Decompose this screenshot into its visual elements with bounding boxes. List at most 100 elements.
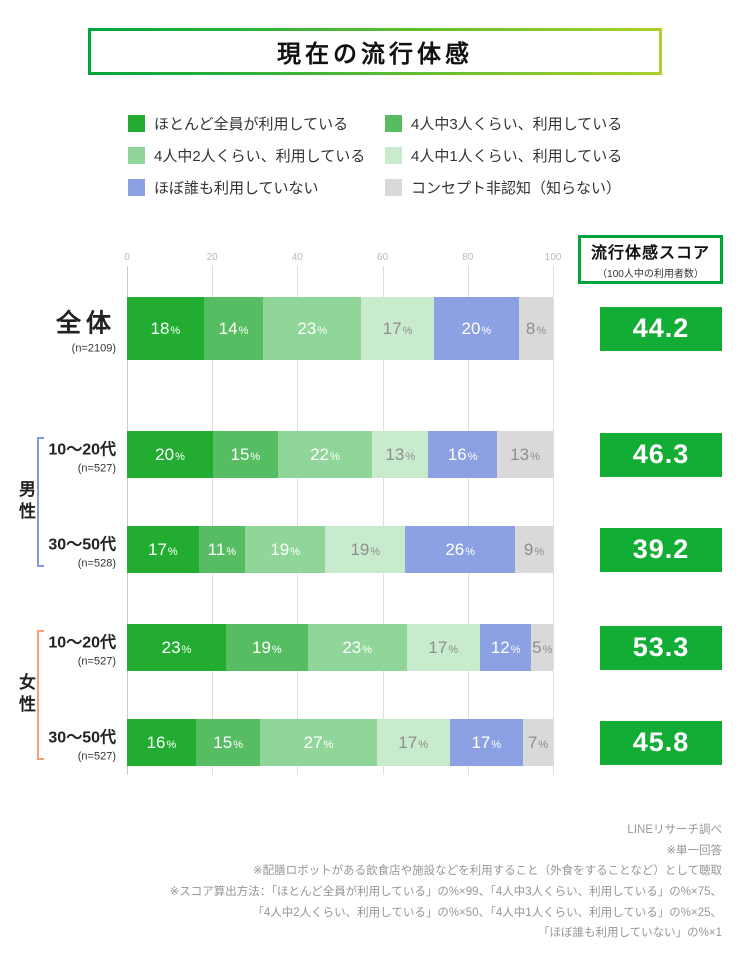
bar-segment: 20% (127, 431, 214, 478)
x-gridline (297, 266, 299, 775)
segment-value-number: 13 (385, 444, 405, 464)
bar-segment: 19% (325, 526, 406, 573)
score-badge: 39.2 (600, 527, 722, 572)
percent-sign: % (536, 324, 547, 337)
segment-value: 16% (448, 445, 478, 465)
segment-value-number: 14 (218, 318, 238, 338)
group-label: 男性 (16, 480, 35, 524)
segment-value: 7% (528, 733, 548, 753)
segment-value-number: 18 (150, 318, 170, 338)
percent-sign: % (491, 738, 502, 751)
segment-value-number: 12 (490, 637, 510, 657)
bar-segment: 13% (497, 431, 553, 478)
row-sample-size: (n=2109) (71, 342, 116, 354)
legend-label: 4人中2人くらい、利用している (154, 147, 366, 165)
percent-sign: % (317, 324, 328, 337)
segment-value-number: 7 (527, 732, 538, 752)
row-sample-size: (n=527) (77, 750, 116, 762)
bar-segment: 14% (203, 297, 264, 360)
segment-value: 17% (428, 638, 458, 658)
score-panel-header: 流行体感スコア （100人中の利用者数） (578, 235, 723, 284)
stacked-bar: 16% 15% 27% 17% 17% 7% (127, 719, 554, 766)
x-tick-label: 100 (544, 252, 562, 263)
score-badge: 45.8 (600, 720, 722, 765)
row-label-text: 全体 (55, 309, 116, 337)
bar-segment: 19% (225, 624, 308, 671)
bar-segment: 15% (213, 431, 278, 478)
bar-segment: 7% (522, 719, 554, 766)
bar-segment: 17% (127, 526, 199, 573)
stacked-bar: 20% 15% 22% 13% 16% 13% (127, 431, 553, 478)
chart-title: 現在の流行体感 (88, 28, 662, 75)
segment-value: 23% (297, 319, 327, 339)
x-gridline (212, 266, 214, 775)
segment-value-number: 17 (428, 637, 448, 657)
percent-sign: % (448, 643, 459, 656)
bar-segment: 17% (376, 719, 450, 766)
segment-value-number: 16 (146, 732, 166, 752)
segment-value-number: 17 (471, 732, 491, 752)
percent-sign: % (370, 545, 381, 558)
bar-segment: 12% (479, 624, 532, 671)
segment-value-number: 23 (297, 318, 317, 338)
segment-value-number: 11 (207, 539, 226, 559)
x-gridline (553, 266, 554, 775)
bar-segment: 11% (198, 526, 246, 573)
percent-sign: % (167, 545, 178, 558)
footnote-line: ※単一回答 (666, 844, 722, 857)
legend-item: 4人中1人くらい、利用している (385, 146, 622, 165)
segment-value: 19% (350, 540, 380, 560)
segment-value-number: 15 (230, 444, 250, 464)
segment-value: 18% (150, 319, 180, 339)
footnotes: LINEリサーチ調べ ※単一回答 ※配膳ロボットがある飲食店や施設などを利用すること… (22, 820, 722, 944)
bar-segment: 16% (428, 431, 498, 478)
score-badge: 53.3 (600, 625, 722, 670)
segment-value: 17% (383, 319, 413, 339)
segment-value: 20% (461, 319, 491, 339)
score-panel-title: 流行体感スコア (590, 245, 710, 262)
score-panel-subtitle: （100人中の利用者数） (597, 269, 704, 280)
percent-sign: % (362, 643, 373, 656)
segment-value-number: 16 (447, 444, 467, 464)
segment-value: 9% (524, 540, 544, 560)
score-badge: 44.2 (600, 306, 722, 351)
legend-item: 4人中2人くらい、利用している (128, 146, 385, 165)
footnote-line: 「4人中2人くらい、利用している」の%×50、「4人中1人くらい、利用している」… (252, 906, 722, 919)
percent-sign: % (226, 545, 237, 558)
segment-value: 20% (155, 445, 185, 465)
legend-swatch (128, 114, 145, 132)
segment-value: 17% (471, 733, 501, 753)
segment-value: 19% (252, 638, 282, 658)
legend-label: ほぼ誰も利用していない (154, 179, 319, 197)
bar-segment: 23% (307, 624, 407, 671)
bar-segment: 15% (195, 719, 261, 766)
row-label: 全体 (n=2109) (0, 303, 122, 354)
legend-swatch (385, 114, 402, 132)
segment-value: 8% (526, 319, 546, 339)
row-label-text: 30〜50代 (48, 536, 116, 553)
segment-value: 23% (342, 638, 372, 658)
x-tick-label: 60 (377, 252, 389, 263)
bar-segment: 26% (405, 526, 516, 573)
segment-value: 19% (270, 540, 300, 560)
segment-value: 17% (398, 733, 428, 753)
segment-value: 15% (230, 445, 260, 465)
percent-sign: % (481, 324, 492, 337)
bar-segment: 27% (260, 719, 377, 766)
percent-sign: % (323, 738, 334, 751)
segment-value-number: 13 (510, 444, 530, 464)
legend-item: コンセプト非認知（知らない） (385, 178, 622, 197)
legend: ほとんど全員が利用している 4人中3人くらい、利用している 4人中2人くらい、利用し… (128, 114, 622, 197)
segment-value-number: 20 (155, 444, 175, 464)
bar-segment: 5% (531, 624, 553, 671)
segment-value: 26% (445, 540, 475, 560)
segment-value-number: 26 (445, 539, 465, 559)
percent-sign: % (170, 324, 181, 337)
segment-value: 17% (148, 540, 178, 560)
row-label-text: 10〜20代 (48, 441, 116, 458)
percent-sign: % (538, 738, 549, 751)
row-sample-size: (n=528) (77, 557, 116, 569)
bar-segment: 20% (433, 297, 519, 360)
percent-sign: % (290, 545, 301, 558)
segment-value-number: 22 (310, 444, 330, 464)
